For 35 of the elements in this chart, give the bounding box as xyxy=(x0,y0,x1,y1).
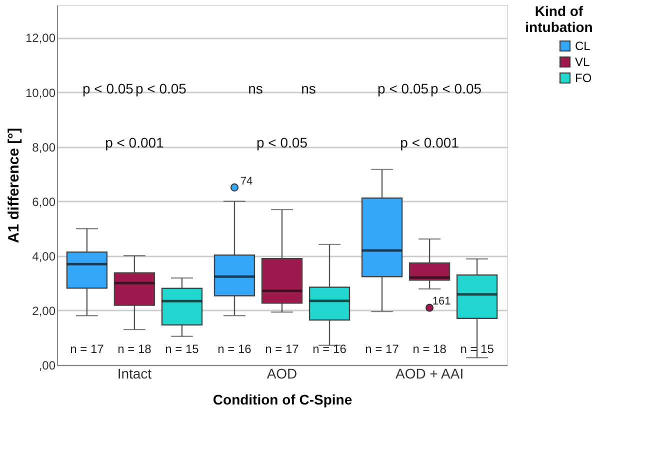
annotation: p < 0.05 xyxy=(378,80,429,97)
text: n = 16 xyxy=(218,342,252,356)
text: n = 18 xyxy=(118,342,152,356)
x-tick-label: AOD + AAI xyxy=(395,366,464,382)
y-axis-title: A1 difference [°] xyxy=(5,128,22,244)
annotation: ns xyxy=(248,80,263,97)
legend-title: Kind of intubation xyxy=(525,3,593,35)
annotation: 161 xyxy=(432,296,451,308)
text: n = 18 xyxy=(412,342,446,356)
legend-label: VL xyxy=(575,55,590,69)
y-tick-label: 12,00 xyxy=(25,31,56,46)
y-tick-label: 8,00 xyxy=(32,140,56,154)
x-axis-title: Condition of C-Spine xyxy=(212,392,352,408)
text: n = 16 xyxy=(312,342,346,356)
annotation: p < 0.05 xyxy=(82,80,134,97)
annotation: p < 0.001 xyxy=(105,134,164,151)
x-tick-label: AOD xyxy=(266,366,298,382)
legend-label: FO xyxy=(575,71,592,85)
annotation: 74 xyxy=(240,175,253,188)
legend-label: CL xyxy=(575,39,591,53)
y-tick-label: 6,00 xyxy=(32,194,56,209)
x-tick-label: Intact xyxy=(117,366,152,382)
text: n = 17 xyxy=(70,342,104,356)
text: n = 15 xyxy=(165,342,199,356)
y-tick-label: 10,00 xyxy=(25,86,56,100)
annotation: ns xyxy=(301,80,316,97)
text: n = 17 xyxy=(365,342,399,356)
y-tick-label: 2,00 xyxy=(32,304,56,318)
text: n = 17 xyxy=(265,342,299,356)
annotation: p < 0.05 xyxy=(135,80,187,97)
y-tick-label: 4,00 xyxy=(32,249,56,264)
annotation: p < 0.05 xyxy=(430,80,482,97)
annotation: p < 0.05 xyxy=(256,134,308,151)
annotation: p < 0.001 xyxy=(400,134,460,151)
y-tick-label: ,00 xyxy=(38,358,56,372)
